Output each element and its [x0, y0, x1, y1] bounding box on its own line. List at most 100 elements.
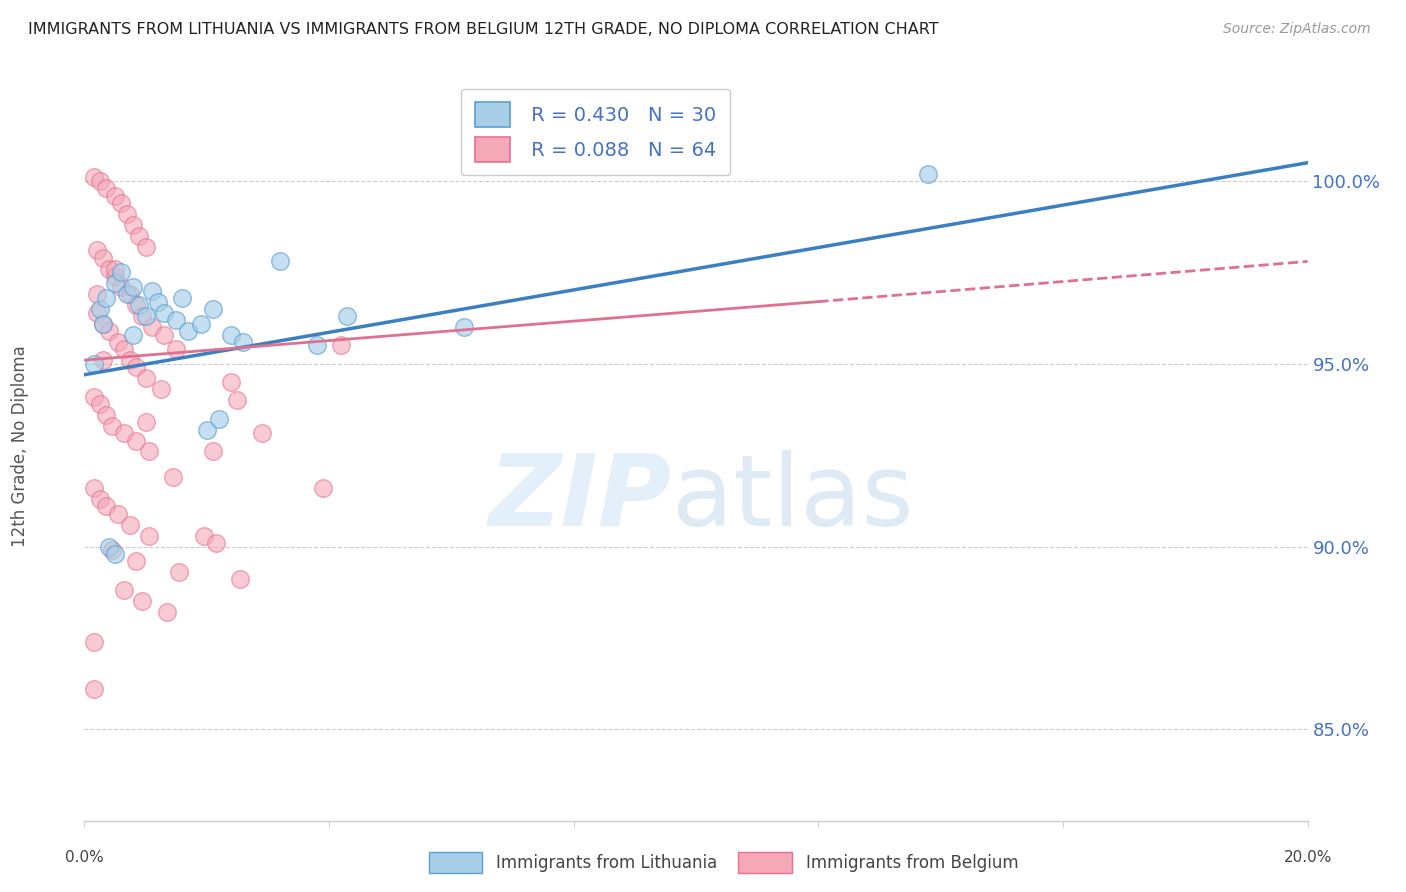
Point: [94, 291, 117, 305]
Point: [153, 305, 176, 319]
Point: [141, 320, 163, 334]
Point: [91, 317, 114, 331]
Point: [125, 298, 148, 312]
Point: [330, 338, 353, 352]
Text: atlas: atlas: [672, 450, 912, 547]
Point: [120, 353, 142, 368]
Point: [104, 268, 127, 283]
Point: [195, 423, 218, 437]
Point: [138, 528, 160, 542]
Point: [201, 444, 224, 458]
Point: [135, 415, 157, 429]
Point: [153, 327, 176, 342]
Point: [305, 338, 328, 352]
Point: [162, 470, 184, 484]
Point: [89, 174, 111, 188]
Point: [115, 287, 138, 301]
Point: [138, 444, 160, 458]
Point: [125, 554, 148, 568]
Point: [165, 313, 187, 327]
Point: [94, 408, 117, 422]
Point: [917, 167, 939, 181]
Point: [104, 277, 127, 291]
Point: [89, 397, 111, 411]
Point: [232, 334, 254, 349]
Point: [107, 334, 129, 349]
Text: ZIP: ZIP: [488, 450, 672, 547]
Point: [219, 375, 242, 389]
Point: [101, 543, 124, 558]
Point: [83, 390, 105, 404]
Point: [128, 298, 150, 312]
Point: [131, 594, 153, 608]
Point: [94, 500, 117, 514]
Point: [112, 342, 135, 356]
Point: [112, 583, 135, 598]
Point: [83, 357, 105, 371]
Point: [205, 536, 228, 550]
Point: [115, 207, 138, 221]
Point: [86, 244, 108, 258]
Point: [165, 342, 187, 356]
Point: [135, 240, 157, 254]
Point: [177, 324, 200, 338]
Point: [146, 294, 169, 309]
Point: [135, 310, 157, 324]
Point: [125, 434, 148, 448]
Point: [86, 305, 108, 319]
Point: [156, 605, 179, 619]
Point: [107, 507, 129, 521]
Point: [91, 317, 114, 331]
Point: [128, 228, 150, 243]
Text: IMMIGRANTS FROM LITHUANIA VS IMMIGRANTS FROM BELGIUM 12TH GRADE, NO DIPLOMA CORR: IMMIGRANTS FROM LITHUANIA VS IMMIGRANTS …: [28, 22, 939, 37]
Text: Immigrants from Belgium: Immigrants from Belgium: [806, 854, 1018, 871]
Point: [453, 320, 475, 334]
Point: [83, 170, 105, 185]
Point: [104, 547, 127, 561]
Point: [193, 528, 215, 542]
Point: [190, 317, 212, 331]
Point: [122, 327, 145, 342]
Point: [101, 418, 124, 433]
Point: [336, 310, 359, 324]
Point: [312, 481, 335, 495]
Point: [131, 310, 153, 324]
Point: [229, 573, 252, 587]
Point: [135, 371, 157, 385]
Point: [83, 634, 105, 648]
Point: [226, 393, 249, 408]
Point: [269, 254, 291, 268]
Point: [83, 681, 105, 696]
Point: [97, 540, 120, 554]
Point: [149, 382, 172, 396]
Legend:  R = 0.430   N = 30,  R = 0.088   N = 64: R = 0.430 N = 30, R = 0.088 N = 64: [461, 88, 730, 176]
Point: [110, 265, 132, 279]
Text: 20.0%: 20.0%: [1284, 850, 1331, 865]
Point: [104, 188, 127, 202]
Point: [94, 181, 117, 195]
Point: [104, 261, 127, 276]
Point: [97, 324, 120, 338]
Point: [110, 196, 132, 211]
Text: 12th Grade, No Diploma: 12th Grade, No Diploma: [11, 345, 30, 547]
Point: [141, 284, 163, 298]
Point: [89, 301, 111, 316]
Point: [122, 218, 145, 232]
Point: [89, 491, 111, 506]
Point: [112, 426, 135, 441]
Point: [208, 411, 231, 425]
Text: 0.0%: 0.0%: [65, 850, 104, 865]
Point: [91, 251, 114, 265]
Point: [110, 280, 132, 294]
Point: [120, 287, 142, 301]
Point: [97, 261, 120, 276]
Text: Immigrants from Lithuania: Immigrants from Lithuania: [496, 854, 717, 871]
Point: [167, 565, 190, 579]
Point: [86, 287, 108, 301]
Point: [125, 360, 148, 375]
Text: Source: ZipAtlas.com: Source: ZipAtlas.com: [1223, 22, 1371, 37]
Point: [120, 517, 142, 532]
Point: [83, 481, 105, 495]
Point: [201, 301, 224, 316]
Point: [250, 426, 273, 441]
